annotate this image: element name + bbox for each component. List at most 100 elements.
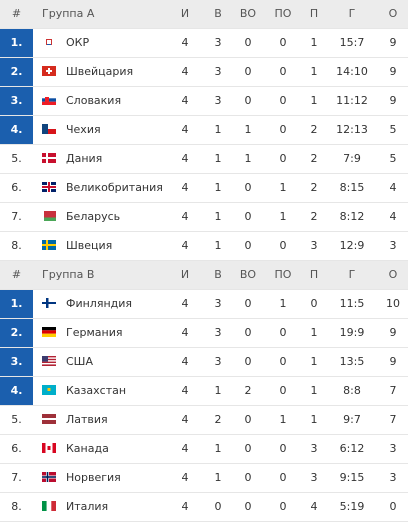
stat: 0 <box>244 355 252 368</box>
stat: 1 <box>310 355 318 368</box>
team-name: Казахстан <box>66 384 127 397</box>
flag <box>42 356 56 366</box>
flag <box>42 95 56 105</box>
stat: 3 <box>214 65 222 78</box>
stat: 4 <box>181 239 189 252</box>
stat: 3 <box>310 239 318 252</box>
team-row: 1. ОКР 4 3 0 0 1 15:7 9 <box>0 29 408 58</box>
flag <box>42 124 56 134</box>
stat: 0 <box>279 500 287 513</box>
column-header: И <box>180 268 190 281</box>
stat: 2 <box>310 152 318 165</box>
team-name: США <box>66 355 93 368</box>
team-name: Великобритания <box>66 181 163 194</box>
stat: 4 <box>181 181 189 194</box>
stat: 0 <box>244 210 252 223</box>
stat: 1 <box>214 152 222 165</box>
team-row: 8. Швеция 4 1 0 0 3 12:9 3 <box>0 232 408 261</box>
stat: 3 <box>389 471 397 484</box>
stat: 0 <box>279 94 287 107</box>
team-name: Швейцария <box>66 65 134 78</box>
stat: 12:9 <box>339 239 365 252</box>
stat: 4 <box>181 210 189 223</box>
stat: 2 <box>244 384 252 397</box>
stat: 1 <box>310 413 318 426</box>
team-name: Италия <box>66 500 109 513</box>
stat: 2 <box>310 123 318 136</box>
stat: 0 <box>279 36 287 49</box>
rank: 3. <box>0 87 33 115</box>
stat: 2 <box>310 181 318 194</box>
stat: 0 <box>279 65 287 78</box>
stat: 3 <box>214 326 222 339</box>
stat: 3 <box>389 239 397 252</box>
stat: 7:9 <box>343 152 361 165</box>
group-title: Группа В <box>42 268 95 281</box>
stat: 0 <box>279 326 287 339</box>
flag <box>42 153 56 163</box>
stat: 0 <box>310 297 318 310</box>
stat: 0 <box>279 152 287 165</box>
stat: 4 <box>181 355 189 368</box>
stat: 7 <box>389 384 397 397</box>
stat: 11:5 <box>339 297 365 310</box>
team-row: 4. Чехия 4 1 1 0 2 12:13 5 <box>0 116 408 145</box>
team-row: 7. Беларусь 4 1 0 1 2 8:12 4 <box>0 203 408 232</box>
stat: 1 <box>310 384 318 397</box>
stat: 1 <box>310 94 318 107</box>
team-name: Словакия <box>66 94 122 107</box>
team-name: Швеция <box>66 239 113 252</box>
team-name: Латвия <box>66 413 108 426</box>
rank: 5. <box>11 152 22 165</box>
stat: 14:10 <box>336 65 368 78</box>
stat: 0 <box>244 413 252 426</box>
column-header: П <box>309 268 319 281</box>
flag <box>42 443 56 453</box>
team-name: ОКР <box>66 36 90 49</box>
team-row: 6. Канада 4 1 0 0 3 6:12 3 <box>0 435 408 464</box>
rank: 2. <box>0 58 33 86</box>
stat: 0 <box>244 297 252 310</box>
column-header: Г <box>348 268 356 281</box>
header-rank: # <box>11 7 22 20</box>
stat: 4 <box>181 471 189 484</box>
stat: 5 <box>389 123 397 136</box>
team-row: 2. Германия 4 3 0 0 1 19:9 9 <box>0 319 408 348</box>
stat: 0 <box>244 36 252 49</box>
stat: 1 <box>310 65 318 78</box>
stat: 2 <box>310 210 318 223</box>
rank: 6. <box>11 181 22 194</box>
stat: 1 <box>214 384 222 397</box>
stat: 0 <box>244 239 252 252</box>
rank: 7. <box>11 471 22 484</box>
stat: 1 <box>279 210 287 223</box>
team-row: 5. Дания 4 1 1 0 2 7:9 5 <box>0 145 408 174</box>
stat: 8:8 <box>343 384 361 397</box>
team-row: 4. Казахстан 4 1 2 0 1 8:8 7 <box>0 377 408 406</box>
flag <box>42 385 56 395</box>
stat: 1 <box>279 297 287 310</box>
column-header: ВО <box>239 7 257 20</box>
stat: 8:15 <box>339 181 365 194</box>
stat: 1 <box>279 181 287 194</box>
stat: 13:5 <box>339 355 365 368</box>
stat: 4 <box>181 500 189 513</box>
stat: 1 <box>279 413 287 426</box>
stat: 1 <box>214 442 222 455</box>
rank: 7. <box>11 210 22 223</box>
column-header: И <box>180 7 190 20</box>
team-row: 6. Великобритания 4 1 0 1 2 8:15 4 <box>0 174 408 203</box>
stat: 9 <box>389 355 397 368</box>
stat: 1 <box>310 36 318 49</box>
stat: 0 <box>279 471 287 484</box>
stat: 3 <box>214 355 222 368</box>
stat: 19:9 <box>339 326 365 339</box>
stat: 0 <box>244 181 252 194</box>
stat: 1 <box>244 123 252 136</box>
team-row: 3. Словакия 4 3 0 0 1 11:12 9 <box>0 87 408 116</box>
team-row: 8. Италия 4 0 0 0 4 5:19 0 <box>0 493 408 522</box>
stat: 1 <box>214 181 222 194</box>
stat: 0 <box>279 123 287 136</box>
group-header: # Группа В И В ВО ПО П Г О <box>0 261 408 290</box>
column-header: ПО <box>274 268 292 281</box>
